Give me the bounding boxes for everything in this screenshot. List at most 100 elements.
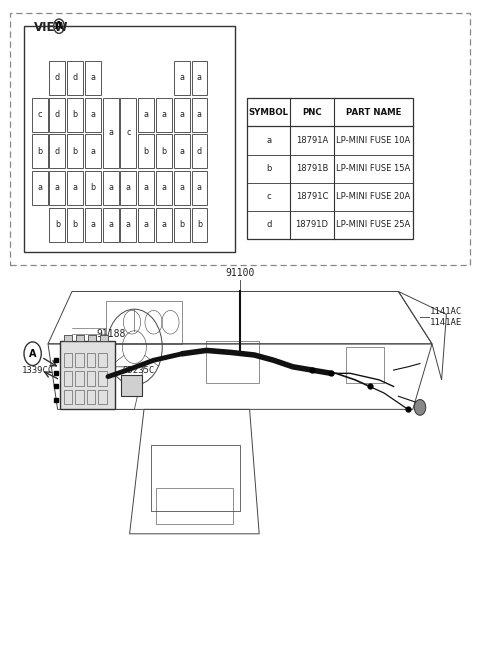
- Bar: [138, 134, 154, 168]
- Text: a: a: [179, 73, 184, 83]
- Bar: [64, 390, 72, 404]
- Bar: [103, 98, 119, 168]
- Text: a: a: [179, 147, 184, 156]
- Bar: [32, 134, 48, 168]
- Bar: [206, 341, 259, 383]
- Bar: [32, 171, 48, 205]
- Bar: [67, 171, 83, 205]
- Text: a: a: [179, 183, 184, 193]
- Bar: [76, 335, 84, 341]
- Bar: [120, 98, 136, 168]
- Bar: [49, 171, 65, 205]
- Text: d: d: [266, 221, 272, 229]
- Bar: [64, 371, 72, 386]
- Bar: [174, 98, 190, 132]
- Text: 1141AE: 1141AE: [430, 318, 462, 327]
- Bar: [49, 61, 65, 95]
- Bar: [85, 134, 101, 168]
- Text: a: a: [90, 220, 96, 229]
- Bar: [106, 301, 182, 344]
- Text: a: a: [72, 183, 78, 193]
- Text: b: b: [37, 147, 42, 156]
- Bar: [49, 134, 65, 168]
- Text: a: a: [90, 147, 96, 156]
- Bar: [49, 98, 65, 132]
- Text: 18791A: 18791A: [296, 136, 328, 145]
- Bar: [64, 353, 72, 367]
- Bar: [156, 208, 172, 242]
- Bar: [98, 353, 107, 367]
- Text: b: b: [144, 147, 149, 156]
- Circle shape: [414, 400, 426, 415]
- Bar: [49, 208, 65, 242]
- Bar: [156, 98, 172, 132]
- Text: a: a: [55, 183, 60, 193]
- Text: LP-MINI FUSE 10A: LP-MINI FUSE 10A: [336, 136, 411, 145]
- Bar: [100, 335, 108, 341]
- Bar: [192, 171, 207, 205]
- Text: LP-MINI FUSE 15A: LP-MINI FUSE 15A: [336, 164, 411, 173]
- Text: a: a: [126, 220, 131, 229]
- Bar: [10, 13, 470, 265]
- Bar: [174, 171, 190, 205]
- Bar: [64, 335, 72, 341]
- Text: b: b: [266, 164, 272, 173]
- Text: a: a: [197, 183, 202, 193]
- Bar: [75, 371, 84, 386]
- Bar: [88, 335, 96, 341]
- Text: a: a: [144, 183, 149, 193]
- Text: a: a: [197, 110, 202, 119]
- Bar: [174, 134, 190, 168]
- Text: b: b: [90, 183, 96, 193]
- Text: A: A: [55, 21, 63, 31]
- Bar: [87, 371, 95, 386]
- Text: a: a: [179, 110, 184, 119]
- Bar: [67, 208, 83, 242]
- Text: PNC: PNC: [302, 108, 322, 117]
- Text: SYMBOL: SYMBOL: [249, 108, 289, 117]
- Text: b: b: [161, 147, 167, 156]
- Bar: [138, 208, 154, 242]
- Text: 91100: 91100: [225, 269, 255, 278]
- Text: c: c: [37, 110, 42, 119]
- Bar: [85, 171, 101, 205]
- Text: d: d: [55, 110, 60, 119]
- Bar: [24, 26, 235, 252]
- Bar: [85, 98, 101, 132]
- Text: 18791D: 18791D: [296, 221, 328, 229]
- Text: a: a: [144, 220, 149, 229]
- Text: a: a: [108, 183, 113, 193]
- Bar: [121, 375, 142, 396]
- Text: a: a: [108, 220, 113, 229]
- Text: b: b: [72, 220, 78, 229]
- Bar: [120, 171, 136, 205]
- Bar: [174, 61, 190, 95]
- Text: 95235C: 95235C: [122, 365, 155, 375]
- Bar: [60, 341, 115, 409]
- Text: d: d: [55, 73, 60, 83]
- Text: a: a: [90, 73, 96, 83]
- Text: LP-MINI FUSE 25A: LP-MINI FUSE 25A: [336, 221, 411, 229]
- Text: d: d: [72, 73, 78, 83]
- Text: d: d: [197, 147, 202, 156]
- Bar: [156, 171, 172, 205]
- Text: b: b: [197, 220, 202, 229]
- Bar: [138, 171, 154, 205]
- Bar: [247, 98, 413, 239]
- Text: b: b: [72, 110, 78, 119]
- Text: a: a: [108, 128, 113, 138]
- Bar: [87, 390, 95, 404]
- Text: b: b: [179, 220, 184, 229]
- Bar: [120, 208, 136, 242]
- Bar: [192, 61, 207, 95]
- Text: a: a: [126, 183, 131, 193]
- Bar: [75, 353, 84, 367]
- Bar: [156, 488, 233, 524]
- Bar: [85, 208, 101, 242]
- Text: VIEW: VIEW: [34, 21, 68, 34]
- Text: 18791C: 18791C: [296, 193, 328, 201]
- Bar: [87, 353, 95, 367]
- Text: a: a: [266, 136, 271, 145]
- Text: 1141AC: 1141AC: [430, 307, 462, 316]
- Bar: [156, 134, 172, 168]
